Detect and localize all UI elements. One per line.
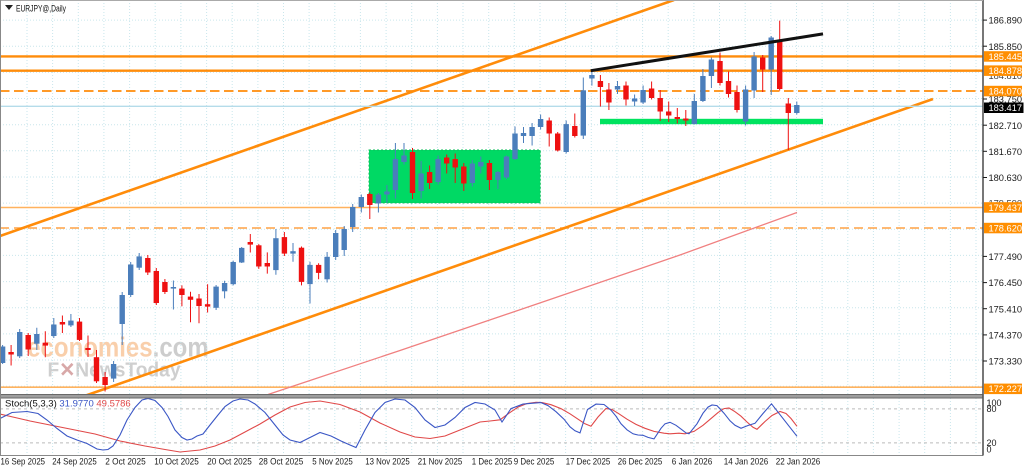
svg-text:20: 20 <box>987 438 997 448</box>
svg-text:172.227: 172.227 <box>989 384 1023 395</box>
svg-text:176.450: 176.450 <box>989 278 1023 289</box>
svg-text:184.070: 184.070 <box>989 86 1023 97</box>
svg-text:183.417: 183.417 <box>989 103 1023 114</box>
svg-text:9 Dec 2025: 9 Dec 2025 <box>514 457 555 468</box>
svg-text:26 Dec 2025: 26 Dec 2025 <box>618 457 663 468</box>
svg-text:186.890: 186.890 <box>989 16 1023 27</box>
svg-text:185.850: 185.850 <box>989 42 1023 53</box>
svg-text:181.670: 181.670 <box>989 147 1023 158</box>
svg-text:Stoch(5,3,3) 31.9770 49.5786: Stoch(5,3,3) 31.9770 49.5786 <box>5 399 131 410</box>
svg-text:173.330: 173.330 <box>989 357 1023 368</box>
svg-text:EURJPY@,Daily: EURJPY@,Daily <box>16 4 66 14</box>
svg-text:21 Nov 2025: 21 Nov 2025 <box>418 457 463 468</box>
svg-text:10 Oct 2025: 10 Oct 2025 <box>154 457 199 468</box>
svg-text:6 Jan 2026: 6 Jan 2026 <box>672 457 713 468</box>
svg-text:22 Jan 2026: 22 Jan 2026 <box>776 457 821 468</box>
svg-text:180.630: 180.630 <box>989 173 1023 184</box>
svg-text:185.445: 185.445 <box>989 52 1023 63</box>
svg-text:174.370: 174.370 <box>989 331 1023 342</box>
svg-text:184.810: 184.810 <box>989 71 1023 82</box>
svg-text:178.620: 178.620 <box>989 223 1023 234</box>
svg-text:16 Sep 2025: 16 Sep 2025 <box>1 457 46 468</box>
svg-text:100: 100 <box>987 398 1002 408</box>
svg-text:0: 0 <box>987 445 992 455</box>
svg-text:179.437: 179.437 <box>989 203 1023 214</box>
svg-text:20 Oct 2025: 20 Oct 2025 <box>207 457 252 468</box>
svg-text:24 Sep 2025: 24 Sep 2025 <box>52 457 97 468</box>
svg-text:175.410: 175.410 <box>989 304 1023 315</box>
svg-text:14 Jan 2026: 14 Jan 2026 <box>724 457 769 468</box>
svg-text:17 Dec 2025: 17 Dec 2025 <box>566 457 611 468</box>
svg-text:28 Oct 2025: 28 Oct 2025 <box>259 457 304 468</box>
svg-text:economies.com: economies.com <box>27 332 209 363</box>
svg-text:183.750: 183.750 <box>989 95 1023 106</box>
svg-text:182.710: 182.710 <box>989 121 1023 132</box>
svg-text:80: 80 <box>987 404 997 414</box>
svg-text:2 Oct 2025: 2 Oct 2025 <box>105 457 146 468</box>
svg-text:1 Dec 2025: 1 Dec 2025 <box>472 457 513 468</box>
svg-text:5 Nov 2025: 5 Nov 2025 <box>312 457 353 468</box>
svg-text:184.878: 184.878 <box>989 66 1023 77</box>
svg-text:13 Nov 2025: 13 Nov 2025 <box>365 457 410 468</box>
svg-text:177.490: 177.490 <box>989 252 1023 263</box>
